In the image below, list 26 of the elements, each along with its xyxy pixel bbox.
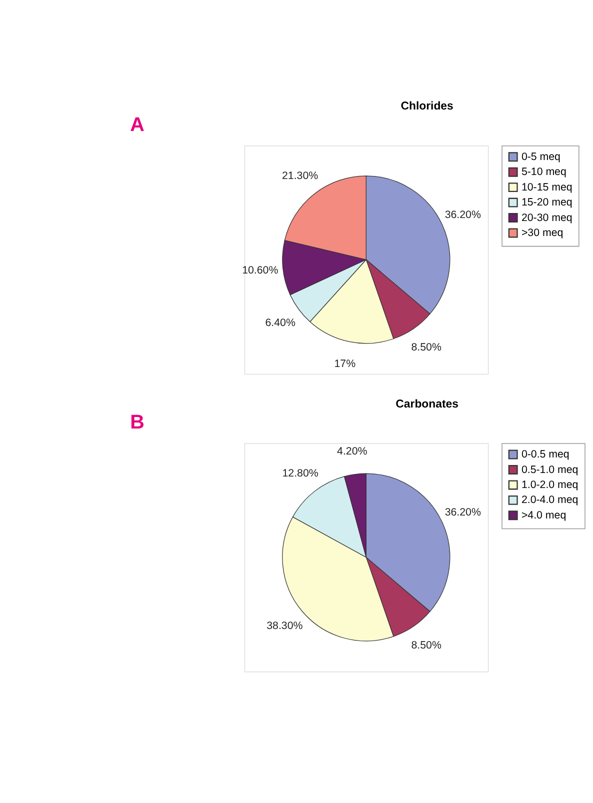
legend-label: 20-30 meq bbox=[521, 212, 572, 224]
legend-label: >30 meq bbox=[521, 227, 564, 240]
legend-label: 10-15 meq bbox=[521, 181, 572, 194]
legend-label: 1.0-2.0 meq bbox=[521, 479, 578, 492]
data-label: 6.40% bbox=[265, 316, 296, 329]
legend-label: 5-10 meq bbox=[521, 166, 566, 178]
data-label: 38.30% bbox=[266, 620, 304, 632]
data-label: 21.30% bbox=[282, 170, 319, 182]
legend-label: 0.5-1.0 meq bbox=[521, 464, 578, 476]
data-label: 8.50% bbox=[411, 639, 442, 652]
legend-label: 2.0-4.0 meq bbox=[521, 494, 578, 506]
data-label: 36.20% bbox=[444, 506, 482, 519]
data-label: 8.50% bbox=[411, 342, 442, 354]
legend-label: 15-20 meq bbox=[521, 196, 572, 209]
data-label: 36.20% bbox=[444, 208, 482, 221]
legend-label: >4.0 meq bbox=[521, 509, 566, 522]
text: B bbox=[130, 412, 144, 434]
data-label: 10.60% bbox=[242, 264, 279, 276]
data-label: 4.20% bbox=[337, 446, 368, 458]
text: A bbox=[130, 114, 144, 136]
chart-title: Chlorides bbox=[400, 100, 454, 113]
data-label: 12.80% bbox=[282, 468, 319, 480]
legend-label: 0-0.5 meq bbox=[521, 448, 570, 461]
legend-label: 0-5 meq bbox=[521, 150, 561, 163]
chart-title: Carbonates bbox=[396, 398, 458, 410]
data-label: 17% bbox=[334, 358, 356, 370]
